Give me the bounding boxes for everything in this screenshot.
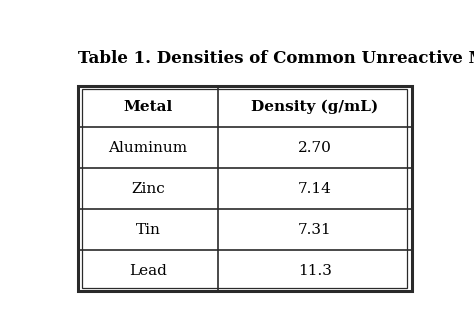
Text: Lead: Lead xyxy=(129,264,167,278)
Text: 11.3: 11.3 xyxy=(298,264,332,278)
Text: Tin: Tin xyxy=(136,223,160,237)
Bar xyxy=(78,86,412,291)
Text: Density (g/mL): Density (g/mL) xyxy=(251,100,379,114)
Text: 7.31: 7.31 xyxy=(298,223,332,237)
Text: Zinc: Zinc xyxy=(131,182,164,196)
Text: Table 1. Densities of Common Unreactive Metals: Table 1. Densities of Common Unreactive … xyxy=(78,50,474,67)
Text: 2.70: 2.70 xyxy=(298,141,332,155)
Text: Metal: Metal xyxy=(123,100,173,114)
Text: 7.14: 7.14 xyxy=(298,182,332,196)
Text: Aluminum: Aluminum xyxy=(108,141,187,155)
